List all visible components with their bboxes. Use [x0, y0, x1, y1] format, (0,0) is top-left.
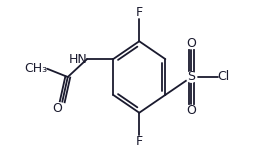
Circle shape: [186, 72, 197, 82]
Text: F: F: [136, 135, 143, 148]
Text: O: O: [52, 102, 62, 115]
Text: Cl: Cl: [218, 71, 230, 83]
Text: F: F: [136, 6, 143, 19]
Text: O: O: [186, 36, 197, 49]
Text: CH₃: CH₃: [24, 62, 47, 75]
Text: O: O: [186, 105, 197, 118]
Text: HN: HN: [68, 53, 87, 66]
Text: S: S: [188, 71, 195, 83]
